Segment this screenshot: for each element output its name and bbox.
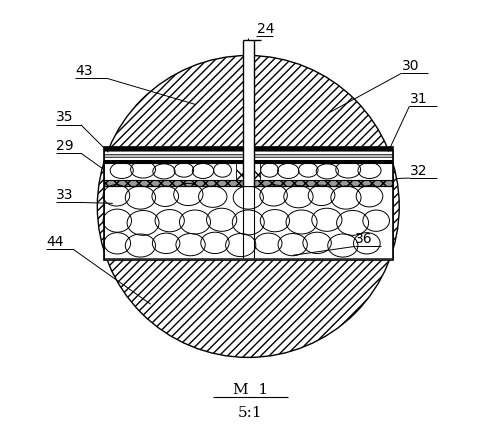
Bar [242,40,254,186]
Bar [104,160,393,163]
Circle shape [97,56,399,357]
Text: 36: 36 [355,232,372,246]
Text: M  1: M 1 [233,383,268,397]
Bar [104,186,393,258]
Text: 30: 30 [401,59,419,73]
Text: 43: 43 [75,63,93,78]
Text: 32: 32 [409,163,427,178]
Bar [104,154,393,157]
Bar [236,163,261,180]
Text: 35: 35 [56,110,74,124]
Text: 31: 31 [409,91,427,106]
Bar [104,157,393,160]
Bar [104,151,393,154]
Bar [104,147,393,260]
Text: 33: 33 [56,188,74,202]
Bar [104,163,393,180]
Text: 29: 29 [56,139,74,153]
Text: 5:1: 5:1 [238,405,263,420]
Bar [104,147,393,260]
Text: 24: 24 [257,21,275,36]
Bar [104,180,393,186]
Text: 44: 44 [46,234,64,249]
Bar [104,147,393,151]
